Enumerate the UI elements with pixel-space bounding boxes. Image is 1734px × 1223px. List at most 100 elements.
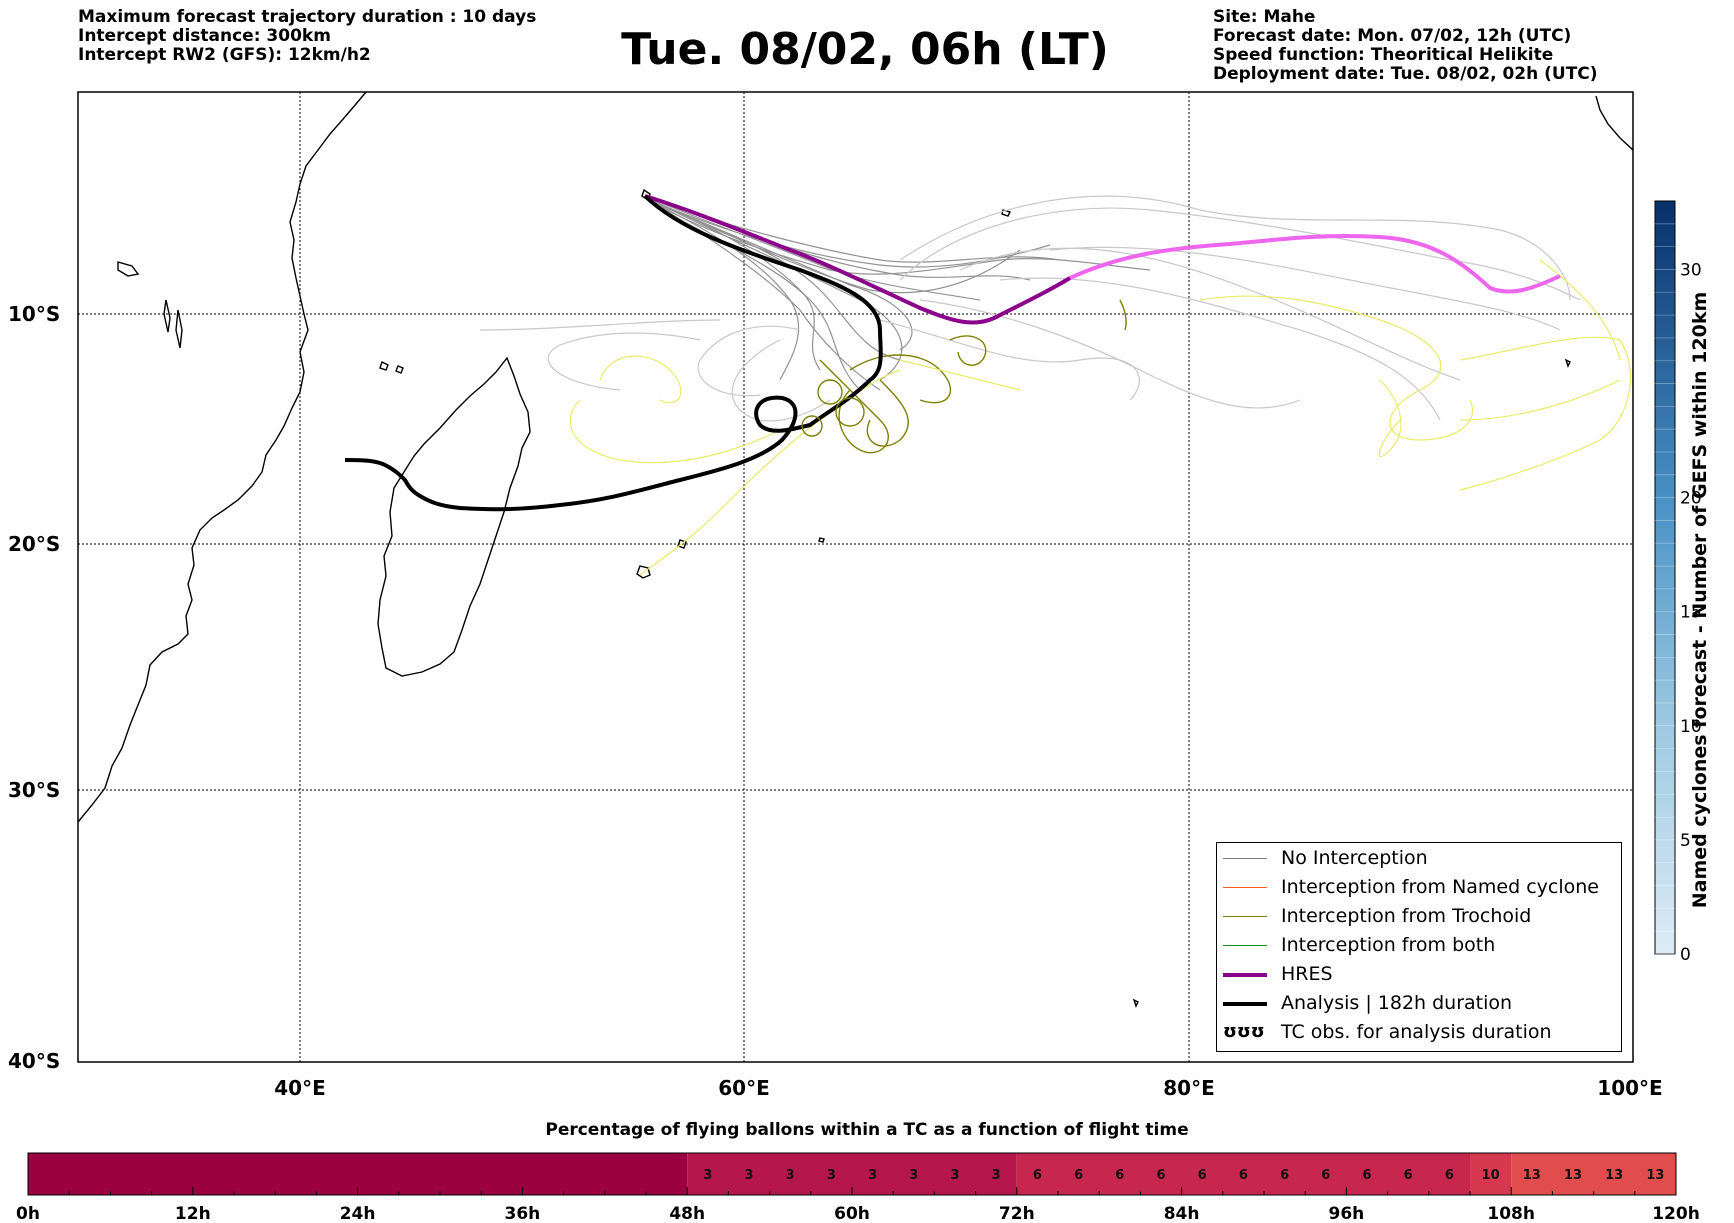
tc-observation-loops [801, 379, 865, 437]
bottom-colorbar-tick-label: 60h [834, 1204, 870, 1223]
bottom-colorbar-value: 13 [1605, 1168, 1623, 1183]
island-zanzibar [163, 299, 171, 333]
lat-label-20s: 20°S [8, 532, 60, 556]
bottom-colorbar-value: 13 [1646, 1168, 1664, 1183]
bottom-colorbar-value: 3 [744, 1168, 753, 1183]
island-socotra [117, 261, 140, 277]
ensemble-trochoid-interception [819, 299, 1127, 454]
legend-swatch-trochoid [1223, 916, 1267, 917]
lon-label-100e: 100°E [1597, 1076, 1662, 1100]
bottom-colorbar-tick-label: 84h [1164, 1204, 1200, 1223]
lat-label-30s: 30°S [8, 778, 60, 802]
hres-trajectory [644, 194, 1072, 325]
vertical-colorbar-tick-label: 5 [1680, 831, 1691, 851]
lon-label-80e: 80°E [1163, 1076, 1215, 1100]
ensemble-long-trajectories [479, 195, 1581, 422]
lon-label-40e: 40°E [274, 1076, 326, 1100]
bottom-colorbar-value: 3 [703, 1168, 712, 1183]
bottom-colorbar-value: 6 [1156, 1168, 1165, 1183]
legend-label-hres: HRES [1281, 963, 1333, 985]
header-right-line-3: Speed function: Theoritical Helikite [1213, 45, 1554, 65]
bottom-colorbar-tick-label: 108h [1487, 1204, 1535, 1223]
bottom-colorbar-value: 6 [1404, 1168, 1413, 1183]
map-border [77, 91, 1634, 1063]
legend-swatch-named-cyclone [1223, 887, 1267, 888]
vertical-colorbar-title: Named cyclones forecast - Number of GEFS… [1689, 291, 1711, 909]
legend-swatch-hres [1223, 973, 1267, 977]
bottom-colorbar-tick-label: 0h [16, 1204, 40, 1223]
map-legend: No Interception Interception from Named … [1216, 842, 1622, 1052]
bottom-colorbar-value: 6 [1280, 1168, 1289, 1183]
legend-swatch-both [1223, 945, 1267, 946]
legend-label-both: Interception from both [1281, 934, 1496, 956]
bottom-colorbar-tick-label: 12h [175, 1204, 211, 1223]
vertical-colorbar-tick-label: 0 [1680, 945, 1691, 965]
bottom-colorbar-value: 10 [1482, 1168, 1500, 1183]
vertical-colorbar-tick-label: 30 [1680, 260, 1702, 280]
hres-trajectory-extension [1069, 233, 1561, 294]
header-right-info: Site: Mahe Forecast date: Mon. 07/02, 12… [1213, 8, 1598, 84]
bottom-colorbar-value: 3 [992, 1168, 1001, 1183]
ensemble-yellow-trajectories [569, 259, 1631, 576]
bottom-colorbar-value: 6 [1198, 1168, 1207, 1183]
legend-item-tc-obs: ʊʊʊ TC obs. for analysis duration [1217, 1019, 1621, 1048]
legend-item-named-cyclone: Interception from Named cyclone [1217, 874, 1621, 903]
island-cocos [1564, 358, 1571, 368]
vertical-colorbar-ticks: 0 5 10 15 20 30 [1655, 223, 1702, 965]
sumatra-coastline [1595, 95, 1633, 151]
lat-label-10s: 10°S [8, 302, 60, 326]
island-kerguelen [1132, 998, 1139, 1008]
vertical-colorbar-tick-label: 20 [1680, 489, 1702, 509]
bottom-colorbar-tick-label: 96h [1329, 1204, 1365, 1223]
bottom-colorbar-value: 6 [1362, 1168, 1371, 1183]
header-right-line-2: Forecast date: Mon. 07/02, 12h (UTC) [1213, 26, 1572, 46]
map-title: Tue. 08/02, 06h (LT) [621, 24, 1109, 75]
bottom-colorbar-tick-label: 24h [340, 1204, 376, 1223]
island-rodrigues [818, 537, 825, 543]
bottom-colorbar-value: 13 [1523, 1168, 1541, 1183]
bottom-colorbar-value: 3 [909, 1168, 918, 1183]
bottom-colorbar-value: 6 [1074, 1168, 1083, 1183]
bottom-colorbar-ticks: 0h 12h 24h 36h 48h 60h 72h 84h 96h 108h 120h [16, 1187, 1700, 1223]
bottom-colorbar: 3 3 3 3 3 3 3 3 6 6 6 6 6 6 6 6 6 6 6 10 13 13 13 13 0h 12h 24h 36… [16, 1152, 1700, 1223]
island-reunion [636, 565, 651, 579]
vertical-colorbar-tick-label: 15 [1680, 603, 1702, 623]
header-right-line-4: Deployment date: Tue. 08/02, 02h (UTC) [1213, 64, 1598, 84]
header-left-info: Maximum forecast trajectory duration : 1… [78, 8, 536, 65]
header-left-line-1: Maximum forecast trajectory duration : 1… [78, 7, 537, 27]
bottom-colorbar-tick-label: 36h [505, 1204, 541, 1223]
header-right-line-1: Site: Mahe [1213, 7, 1316, 27]
legend-item-no-interception: No Interception [1217, 845, 1621, 874]
bottom-colorbar-cells: 3 3 3 3 3 3 3 3 6 6 6 6 6 6 6 6 6 6 6 10 13 13 13 13 [28, 1153, 1676, 1195]
legend-item-trochoid: Interception from Trochoid [1217, 903, 1621, 932]
bottom-colorbar-value: 3 [950, 1168, 959, 1183]
bottom-colorbar-value: 6 [1115, 1168, 1124, 1183]
island-comoros-2 [395, 365, 404, 374]
bottom-colorbar-value: 13 [1564, 1168, 1582, 1183]
bottom-colorbar-segment [1470, 1153, 1512, 1195]
bottom-colorbar-tick-label: 72h [999, 1204, 1035, 1223]
bottom-colorbar-value: 6 [1033, 1168, 1042, 1183]
legend-swatch-analysis [1223, 1002, 1267, 1006]
legend-label-trochoid: Interception from Trochoid [1281, 905, 1532, 927]
coastlines [78, 92, 1633, 1008]
bottom-colorbar-segment [1511, 1153, 1676, 1195]
island-pemba [175, 309, 183, 349]
bottom-colorbar-value: 3 [827, 1168, 836, 1183]
legend-item-hres: HRES [1217, 961, 1621, 990]
bottom-colorbar-segment [1016, 1153, 1470, 1195]
lon-label-60e: 60°E [718, 1076, 770, 1100]
tc-obs-symbol-icon: ʊʊʊ [1223, 1021, 1265, 1042]
bottom-colorbar-value: 3 [786, 1168, 795, 1183]
madagascar-coastline [377, 356, 531, 677]
legend-swatch-no-interception [1223, 858, 1267, 859]
legend-label-named-cyclone: Interception from Named cyclone [1281, 876, 1599, 898]
bottom-colorbar-value: 6 [1239, 1168, 1248, 1183]
header-left-line-3: Intercept RW2 (GFS): 12km/h2 [78, 45, 371, 65]
legend-label-analysis: Analysis | 182h duration [1281, 992, 1513, 1014]
legend-label-no-interception: No Interception [1281, 847, 1428, 869]
africa-coastline [78, 92, 367, 823]
vertical-colorbar: 0 5 10 15 20 30 [1654, 200, 1702, 965]
lat-label-40s: 40°S [8, 1049, 60, 1073]
bottom-colorbar-tick-label: 48h [669, 1204, 705, 1223]
